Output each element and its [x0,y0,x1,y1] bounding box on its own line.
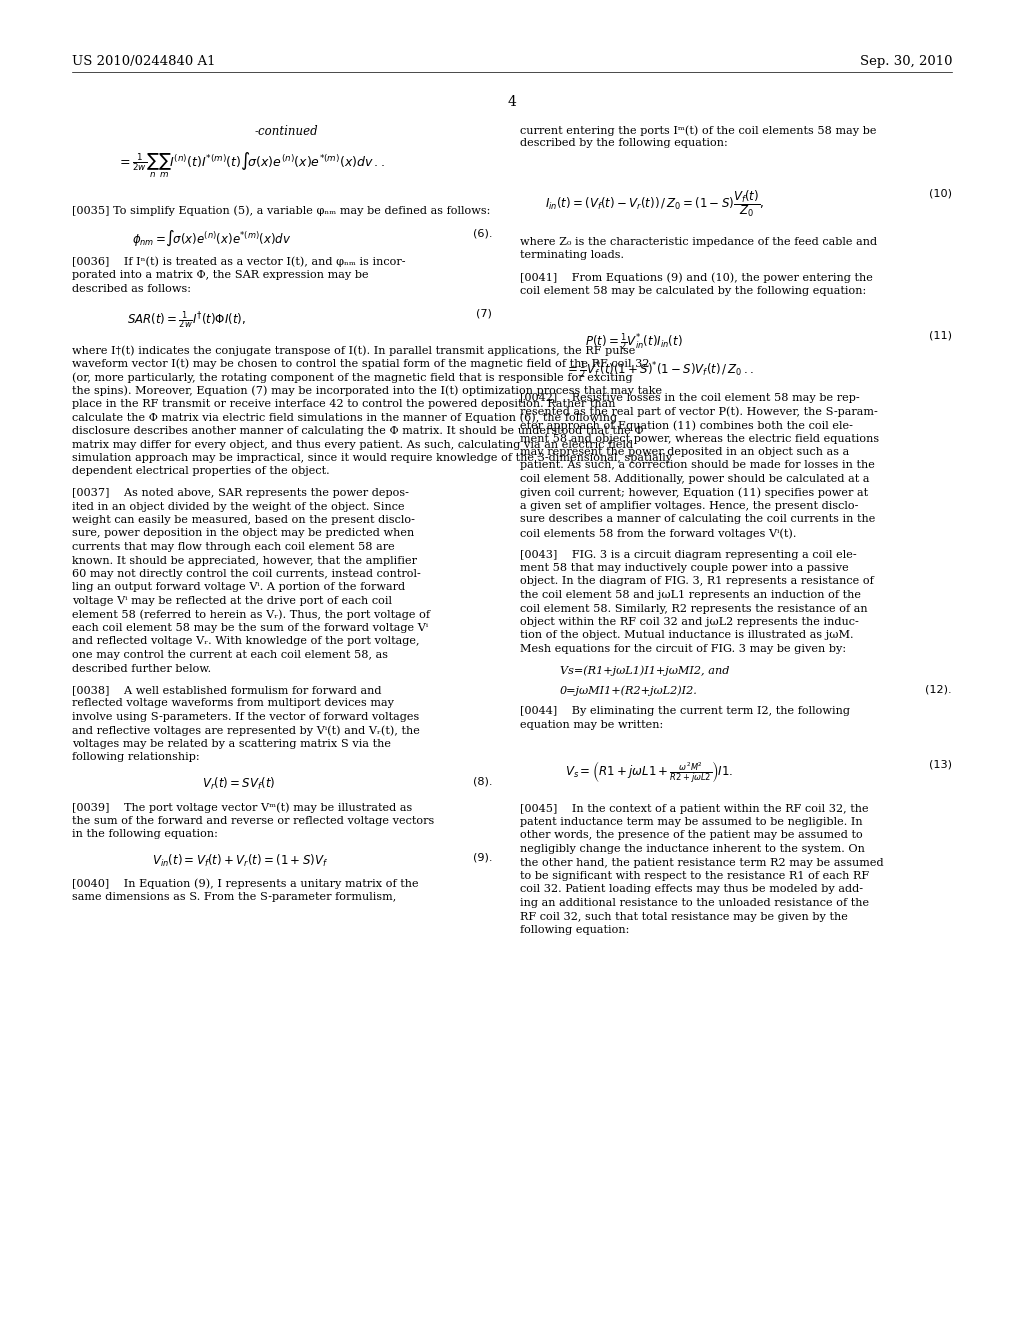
Text: voltage Vⁱ may be reflected at the drive port of each coil: voltage Vⁱ may be reflected at the drive… [72,597,392,606]
Text: $\phi_{nm}=\!\int\!\sigma(x)e^{(n)}(x)e^{*(m)}(x)dv$: $\phi_{nm}=\!\int\!\sigma(x)e^{(n)}(x)e^… [132,228,292,248]
Text: disclosure describes another manner of calculating the Φ matrix. It should be un: disclosure describes another manner of c… [72,426,643,436]
Text: described further below.: described further below. [72,664,211,673]
Text: known. It should be appreciated, however, that the amplifier: known. It should be appreciated, however… [72,556,417,565]
Text: $P(t) = \frac{1}{2}V_{in}^{*}(t)I_{in}(t)$: $P(t) = \frac{1}{2}V_{in}^{*}(t)I_{in}(t… [585,331,683,352]
Text: 60 may not directly control the coil currents, instead control-: 60 may not directly control the coil cur… [72,569,421,579]
Text: matrix may differ for every object, and thus every patient. As such, calculating: matrix may differ for every object, and … [72,440,633,450]
Text: $I_{in}(t) = (V_f(t)-V_r(t))\,/\,Z_0 = (1-S)\dfrac{V_f(t)}{Z_0},$: $I_{in}(t) = (V_f(t)-V_r(t))\,/\,Z_0 = (… [545,187,764,219]
Text: object. In the diagram of FIG. 3, R1 represents a resistance of: object. In the diagram of FIG. 3, R1 rep… [520,577,873,586]
Text: (11): (11) [929,331,952,341]
Text: a given set of amplifier voltages. Hence, the present disclo-: a given set of amplifier voltages. Hence… [520,502,858,511]
Text: simulation approach may be impractical, since it would require knowledge of the : simulation approach may be impractical, … [72,453,672,463]
Text: voltages may be related by a scattering matrix S via the: voltages may be related by a scattering … [72,739,391,748]
Text: -continued: -continued [254,125,317,139]
Text: current entering the ports Iᵐ(t) of the coil elements 58 may be: current entering the ports Iᵐ(t) of the … [520,125,877,136]
Text: sure describes a manner of calculating the coil currents in the: sure describes a manner of calculating t… [520,515,876,524]
Text: (or, more particularly, the rotating component of the magnetic field that is res: (or, more particularly, the rotating com… [72,372,633,383]
Text: ing an additional resistance to the unloaded resistance of the: ing an additional resistance to the unlo… [520,898,869,908]
Text: coil element 58. Similarly, R2 represents the resistance of an: coil element 58. Similarly, R2 represent… [520,603,867,614]
Text: may represent the power deposited in an object such as a: may represent the power deposited in an … [520,447,849,457]
Text: described as follows:: described as follows: [72,284,191,293]
Text: (13): (13) [929,759,952,770]
Text: $SAR(t) = \frac{1}{2w}I^{\dagger}(t)\Phi I(t),$: $SAR(t) = \frac{1}{2w}I^{\dagger}(t)\Phi… [127,309,246,331]
Text: waveform vector I(t) may be chosen to control the spatial form of the magnetic f: waveform vector I(t) may be chosen to co… [72,359,649,370]
Text: ment 58 that may inductively couple power into a passive: ment 58 that may inductively couple powe… [520,564,849,573]
Text: [0044]    By eliminating the current term I2, the following: [0044] By eliminating the current term I… [520,706,850,717]
Text: described by the following equation:: described by the following equation: [520,139,728,149]
Text: the spins). Moreover, Equation (7) may be incorporated into the I(t) optimizatio: the spins). Moreover, Equation (7) may b… [72,385,663,396]
Text: object within the RF coil 32 and jωL2 represents the induc-: object within the RF coil 32 and jωL2 re… [520,616,859,627]
Text: patent inductance term may be assumed to be negligible. In: patent inductance term may be assumed to… [520,817,862,828]
Text: sure, power deposition in the object may be predicted when: sure, power deposition in the object may… [72,528,415,539]
Text: [0035] To simplify Equation (5), a variable φₙₘ may be defined as follows:: [0035] To simplify Equation (5), a varia… [72,205,490,215]
Text: 0=jωMI1+(R2+jωL2)I2.: 0=jωMI1+(R2+jωL2)I2. [560,685,698,696]
Text: Mesh equations for the circuit of FIG. 3 may be given by:: Mesh equations for the circuit of FIG. 3… [520,644,846,653]
Text: following equation:: following equation: [520,925,630,935]
Text: $V_s = \left(R1+j\omega L1+\frac{\omega^2 M^2}{R2+j\omega L2}\right)I1.$: $V_s = \left(R1+j\omega L1+\frac{\omega^… [565,759,733,785]
Text: equation may be written:: equation may be written: [520,719,664,730]
Text: [0038]    A well established formulism for forward and: [0038] A well established formulism for … [72,685,382,696]
Text: where I†(t) indicates the conjugate transpose of I(t). In parallel transmit appl: where I†(t) indicates the conjugate tran… [72,345,635,355]
Text: where Z₀ is the characteristic impedance of the feed cable and: where Z₀ is the characteristic impedance… [520,238,878,247]
Text: in the following equation:: in the following equation: [72,829,218,840]
Text: ling an output forward voltage Vⁱ. A portion of the forward: ling an output forward voltage Vⁱ. A por… [72,582,406,593]
Text: one may control the current at each coil element 58, as: one may control the current at each coil… [72,649,388,660]
Text: $V_r(t)=SV_f(t)$: $V_r(t)=SV_f(t)$ [202,776,275,792]
Text: dependent electrical properties of the object.: dependent electrical properties of the o… [72,466,330,477]
Text: the sum of the forward and reverse or reflected voltage vectors: the sum of the forward and reverse or re… [72,816,434,825]
Text: calculate the Φ matrix via electric field simulations in the manner of Equation : calculate the Φ matrix via electric fiel… [72,412,617,424]
Text: place in the RF transmit or receive interface 42 to control the powered depositi: place in the RF transmit or receive inte… [72,399,615,409]
Text: US 2010/0244840 A1: US 2010/0244840 A1 [72,55,215,69]
Text: coil element 58. Additionally, power should be calculated at a: coil element 58. Additionally, power sho… [520,474,869,484]
Text: other words, the presence of the patient may be assumed to: other words, the presence of the patient… [520,830,863,841]
Text: ment 58 and object power, whereas the electric field equations: ment 58 and object power, whereas the el… [520,433,880,444]
Text: same dimensions as S. From the S-parameter formulism,: same dimensions as S. From the S-paramet… [72,892,396,902]
Text: RF coil 32, such that total resistance may be given by the: RF coil 32, such that total resistance m… [520,912,848,921]
Text: negligibly change the inductance inherent to the system. On: negligibly change the inductance inheren… [520,843,865,854]
Text: and reflected voltage Vᵣ. With knowledge of the port voltage,: and reflected voltage Vᵣ. With knowledge… [72,636,420,647]
Text: reflected voltage waveforms from multiport devices may: reflected voltage waveforms from multipo… [72,698,394,709]
Text: involve using S-parameters. If the vector of forward voltages: involve using S-parameters. If the vecto… [72,711,419,722]
Text: $V_{in}(t)=V_f(t)+V_r(t)=(1+S)V_f$: $V_{in}(t)=V_f(t)+V_r(t)=(1+S)V_f$ [152,853,328,869]
Text: coil elements 58 from the forward voltages Vⁱ(t).: coil elements 58 from the forward voltag… [520,528,797,539]
Text: given coil current; however, Equation (11) specifies power at: given coil current; however, Equation (1… [520,487,868,498]
Text: (8).: (8). [472,776,492,785]
Text: resented as the real part of vector P(t). However, the S-param-: resented as the real part of vector P(t)… [520,407,878,417]
Text: [0037]    As noted above, SAR represents the power depos-: [0037] As noted above, SAR represents th… [72,488,409,498]
Text: and reflective voltages are represented by Vⁱ(t) and Vᵣ(t), the: and reflective voltages are represented … [72,726,420,737]
Text: following relationship:: following relationship: [72,752,200,763]
Text: currents that may flow through each coil element 58 are: currents that may flow through each coil… [72,543,394,552]
Text: (10): (10) [929,187,952,198]
Text: [0036]    If Iⁿ(t) is treated as a vector I(t), and φₙₘ is incor-: [0036] If Iⁿ(t) is treated as a vector I… [72,256,406,267]
Text: coil 32. Patient loading effects may thus be modeled by add-: coil 32. Patient loading effects may thu… [520,884,863,895]
Text: [0045]    In the context of a patient within the RF coil 32, the: [0045] In the context of a patient withi… [520,804,868,813]
Text: weight can easily be measured, based on the present disclo-: weight can easily be measured, based on … [72,515,415,525]
Text: $= \frac{1}{2}V_f^{*}(t)(1+S)^{*}(1-S)V_f(t)\,/\,Z_0\,..$: $= \frac{1}{2}V_f^{*}(t)(1+S)^{*}(1-S)V_… [565,359,754,380]
Text: [0039]    The port voltage vector Vᵐ(t) may be illustrated as: [0039] The port voltage vector Vᵐ(t) may… [72,803,413,813]
Text: the other hand, the patient resistance term R2 may be assumed: the other hand, the patient resistance t… [520,858,884,867]
Text: each coil element 58 may be the sum of the forward voltage Vⁱ: each coil element 58 may be the sum of t… [72,623,428,634]
Text: Vs=(R1+jωL1)I1+jωMI2, and: Vs=(R1+jωL1)I1+jωMI2, and [560,665,729,676]
Text: [0041]    From Equations (9) and (10), the power entering the: [0041] From Equations (9) and (10), the … [520,272,872,282]
Text: ited in an object divided by the weight of the object. Since: ited in an object divided by the weight … [72,502,404,511]
Text: 4: 4 [508,95,516,110]
Text: (6).: (6). [472,228,492,239]
Text: element 58 (referred to herein as Vᵣ). Thus, the port voltage of: element 58 (referred to herein as Vᵣ). T… [72,610,430,620]
Text: (12).: (12). [926,685,952,696]
Text: tion of the object. Mutual inductance is illustrated as jωM.: tion of the object. Mutual inductance is… [520,631,853,640]
Text: (7): (7) [476,309,492,319]
Text: eter approach of Equation (11) combines both the coil ele-: eter approach of Equation (11) combines … [520,420,853,430]
Text: terminating loads.: terminating loads. [520,251,624,260]
Text: [0042]    Resistive losses in the coil element 58 may be rep-: [0042] Resistive losses in the coil elem… [520,393,859,403]
Text: Sep. 30, 2010: Sep. 30, 2010 [859,55,952,69]
Text: to be significant with respect to the resistance R1 of each RF: to be significant with respect to the re… [520,871,869,880]
Text: (9).: (9). [472,853,492,862]
Text: porated into a matrix Φ, the SAR expression may be: porated into a matrix Φ, the SAR express… [72,271,369,280]
Text: [0043]    FIG. 3 is a circuit diagram representing a coil ele-: [0043] FIG. 3 is a circuit diagram repre… [520,549,857,560]
Text: $= \frac{1}{2w}\sum_{n}\sum_{m}I^{(n)}(t)I^{*(m)}(t)\int\!\sigma(x)e^{(n)}(x)e^{: $= \frac{1}{2w}\sum_{n}\sum_{m}I^{(n)}(t… [117,150,385,181]
Text: [0040]    In Equation (9), I represents a unitary matrix of the: [0040] In Equation (9), I represents a u… [72,879,419,890]
Text: the coil element 58 and jωL1 represents an induction of the: the coil element 58 and jωL1 represents … [520,590,861,601]
Text: patient. As such, a correction should be made for losses in the: patient. As such, a correction should be… [520,461,874,470]
Text: coil element 58 may be calculated by the following equation:: coil element 58 may be calculated by the… [520,285,866,296]
